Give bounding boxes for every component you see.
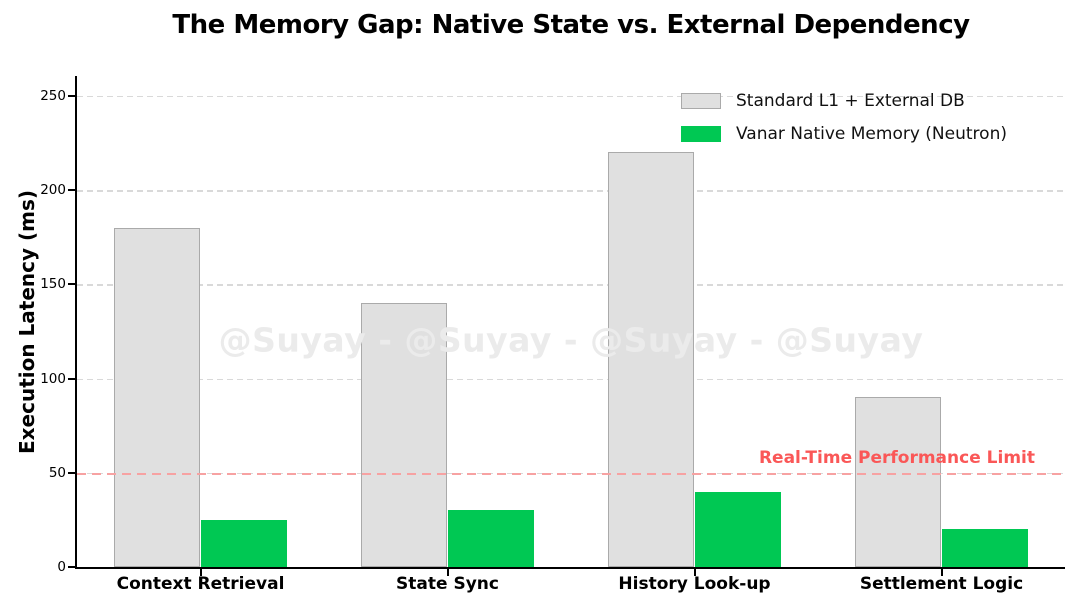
- x-tick-label-history-look-up: History Look-up: [618, 574, 771, 594]
- x-axis-spine: [75, 567, 1065, 569]
- bar-standard-state-sync: [361, 303, 448, 567]
- x-tick-label-context-retrieval: Context Retrieval: [116, 574, 285, 594]
- gridline-200: [77, 190, 1065, 192]
- bar-vanar-state-sync: [447, 510, 534, 567]
- y-tick-label-0: 0: [57, 559, 66, 575]
- y-tick-label-150: 150: [40, 276, 66, 293]
- x-tick-mark-state-sync: [446, 569, 449, 576]
- gridline-250: [77, 95, 1065, 98]
- bar-standard-settlement-logic: [855, 397, 942, 567]
- threshold-line: [77, 472, 1065, 475]
- y-axis-spine: [75, 76, 77, 569]
- y-tick-mark-0: [68, 566, 75, 568]
- y-tick-label-100: 100: [40, 370, 66, 387]
- threshold-label: Real-Time Performance Limit: [758, 447, 1035, 468]
- bar-standard-context-retrieval: [114, 227, 201, 567]
- y-tick-label-50: 50: [48, 464, 66, 481]
- bar-vanar-settlement-logic: [941, 529, 1028, 567]
- x-tick-mark-settlement-logic: [940, 569, 943, 576]
- legend: Standard L1 + External DB Vanar Native M…: [681, 91, 1007, 144]
- y-tick-label-200: 200: [40, 182, 66, 199]
- legend-swatch-standard: [681, 93, 721, 109]
- x-tick-mark-context-retrieval: [199, 569, 202, 576]
- y-tick-mark-100: [68, 377, 75, 380]
- y-tick-label-250: 250: [40, 87, 66, 104]
- chart-title: The Memory Gap: Native State vs. Externa…: [172, 10, 970, 40]
- gridline-150: [77, 284, 1065, 286]
- y-tick-mark-200: [68, 189, 75, 192]
- x-tick-mark-history-look-up: [693, 569, 696, 576]
- bar-vanar-history-look-up: [694, 491, 781, 567]
- legend-label-native: Vanar Native Memory (Neutron): [736, 124, 1007, 144]
- plot-area: @Suyay - @Suyay - @Suyay - @Suyay Real-T…: [77, 77, 1065, 567]
- x-tick-label-settlement-logic: Settlement Logic: [859, 574, 1024, 594]
- legend-row-native: Vanar Native Memory (Neutron): [681, 124, 1007, 144]
- gridline-100: [77, 378, 1065, 381]
- legend-label-standard: Standard L1 + External DB: [736, 91, 965, 111]
- legend-swatch-native: [681, 126, 721, 142]
- x-tick-label-state-sync: State Sync: [396, 574, 499, 594]
- bar-vanar-context-retrieval: [200, 519, 287, 567]
- watermark-text: @Suyay - @Suyay - @Suyay - @Suyay: [218, 320, 924, 360]
- y-tick-mark-150: [68, 283, 75, 286]
- bar-standard-history-look-up: [608, 152, 695, 567]
- y-tick-mark-250: [68, 94, 75, 97]
- legend-row-standard: Standard L1 + External DB: [681, 91, 1007, 111]
- y-tick-mark-50: [68, 471, 75, 474]
- y-axis-label: Execution Latency (ms): [15, 189, 39, 455]
